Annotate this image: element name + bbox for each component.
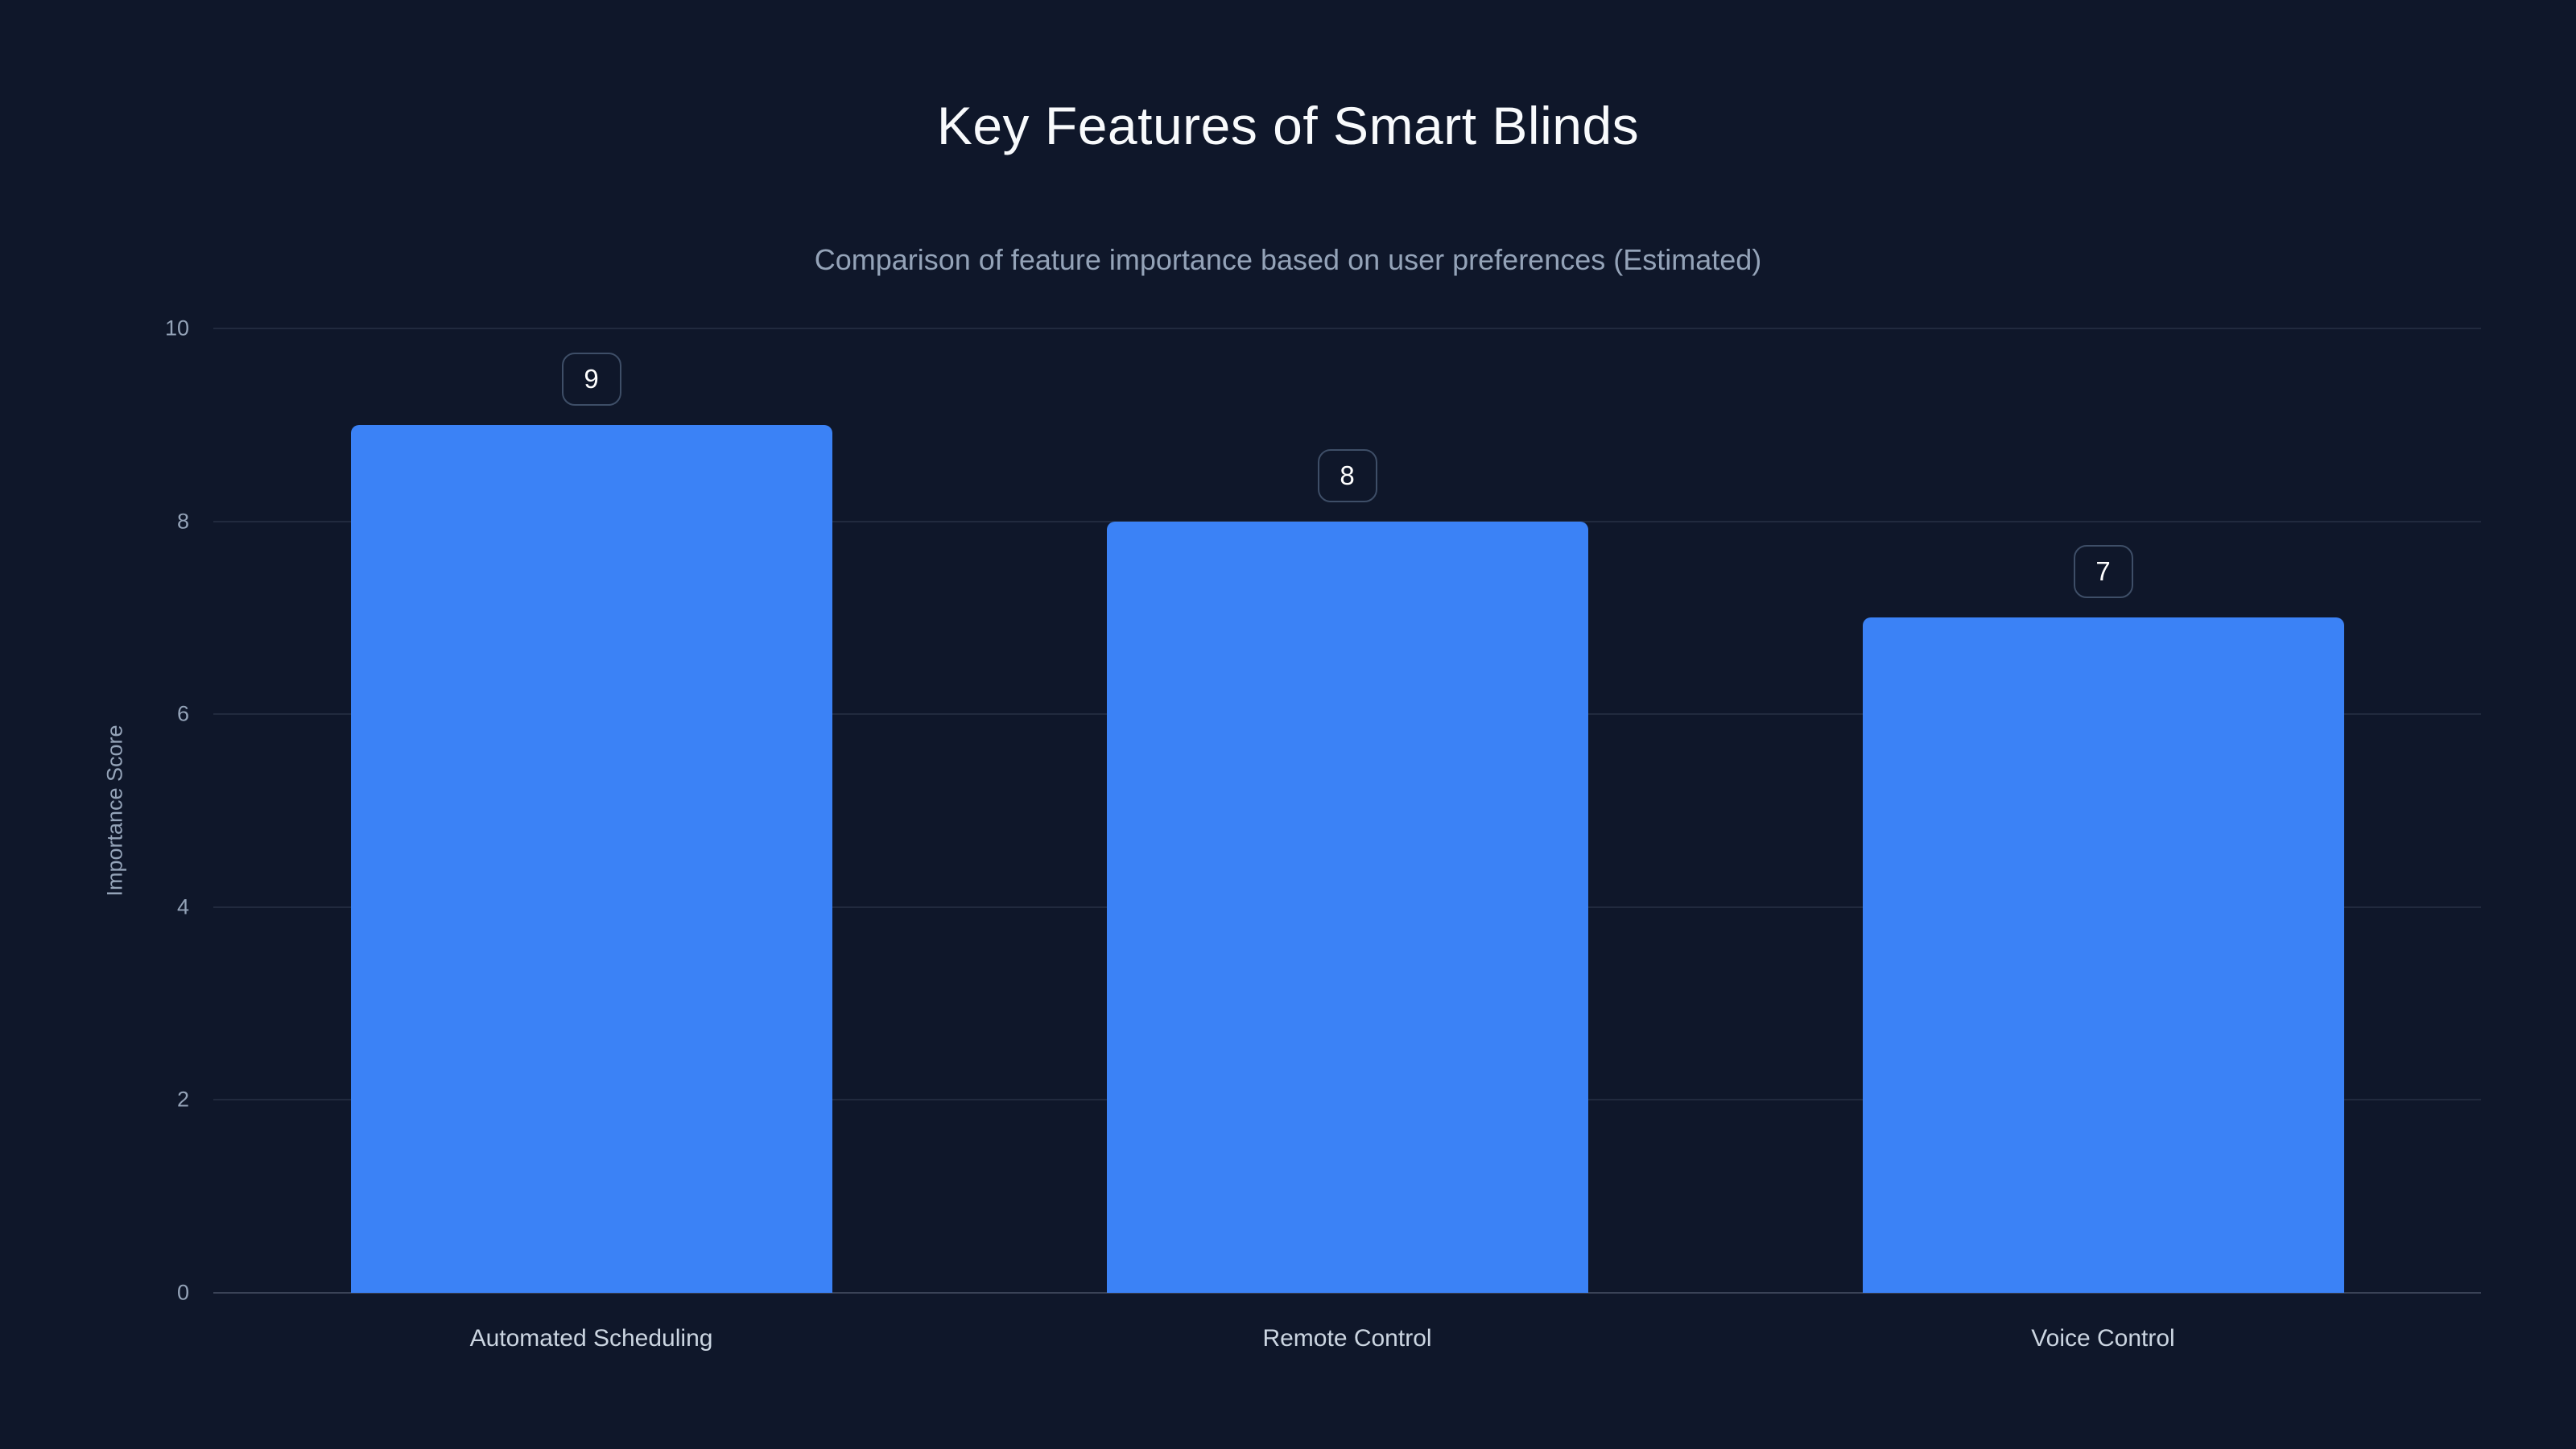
y-tick-label-2: 2 (176, 1087, 189, 1112)
y-tick-label-8: 8 (176, 509, 189, 534)
value-label-2: 7 (2073, 545, 2133, 598)
y-tick-label-0: 0 (176, 1280, 189, 1305)
bar-0[interactable] (351, 425, 832, 1293)
gridline-y-0 (213, 1292, 2481, 1294)
chart-subtitle: Comparison of feature importance based o… (814, 243, 1762, 276)
plot-area: 0 2 4 6 8 10 9 Automated Scheduling 8 Remote Cont… (165, 316, 2481, 1352)
bar-2[interactable] (1863, 617, 2344, 1293)
y-tick-label-10: 10 (164, 316, 189, 341)
gridline-y-10 (213, 328, 2481, 329)
value-label-1: 8 (1317, 449, 1377, 502)
x-category-label-2: Voice Control (2031, 1325, 2175, 1352)
chart-title: Key Features of Smart Blinds (936, 96, 1640, 155)
y-tick-label-6: 6 (176, 701, 189, 726)
x-category-label-0: Automated Scheduling (469, 1325, 713, 1352)
y-axis-title: Importance Score (102, 724, 127, 897)
gridline-y-8 (213, 520, 2481, 522)
x-category-label-1: Remote Control (1262, 1325, 1432, 1352)
bar-1[interactable] (1107, 522, 1588, 1293)
value-label-0: 9 (561, 353, 621, 406)
y-tick-label-4: 4 (176, 894, 189, 919)
